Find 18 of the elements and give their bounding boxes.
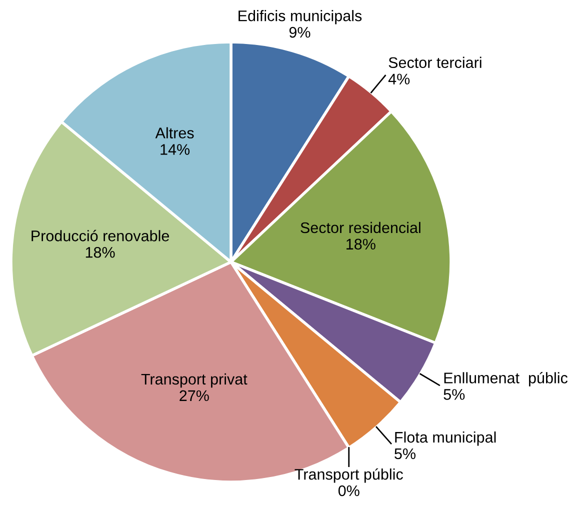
data-label: 4% — [388, 74, 410, 84]
data-label: 9% — [289, 26, 310, 38]
slice-label: Altres — [155, 127, 194, 138]
slice-label: Sector terciari — [388, 56, 482, 68]
text: 0% — [338, 485, 360, 496]
slice-label: Sector residencial — [300, 222, 420, 234]
slice-label: Producció renovable — [32, 230, 170, 242]
data-label: 27% — [180, 390, 209, 402]
slice-label: Transport privat — [141, 373, 248, 388]
legend-label: Transport públic — [294, 468, 403, 483]
data-label: 5% — [394, 448, 416, 460]
slice-label: Flota municipal — [395, 431, 496, 446]
slice-label: Edificis municipals — [238, 10, 362, 24]
data-label: 18% — [86, 246, 115, 258]
data-label: 5% — [444, 389, 465, 400]
data-label: 14% — [160, 144, 190, 155]
data-label: 18% — [346, 238, 376, 250]
slice-label: Enllumenat públic — [444, 372, 568, 386]
